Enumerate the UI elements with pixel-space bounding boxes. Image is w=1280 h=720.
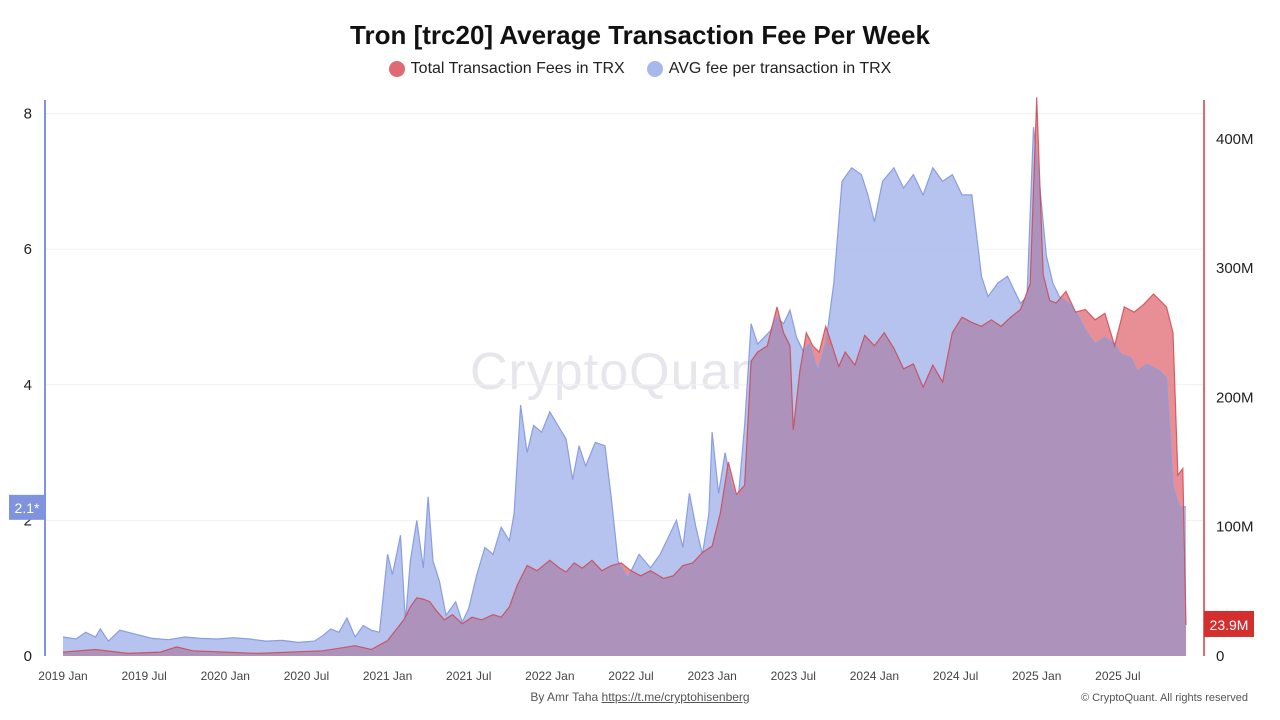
y-left-tick-label: 6 [24,241,32,258]
x-ticks: 2019 Jan 2019 Jul 2020 Jan 2020 Jul 2021 Jan… [38,669,1140,683]
y-left-tick-label: 0 [24,648,32,665]
footer-author: By Amr Taha [530,690,599,704]
chart-title: Tron [trc20] Average Transaction Fee Per… [350,20,930,50]
right-value-badge-bg [1204,610,1254,637]
avg-fee-line [62,127,1186,644]
right-value-badge-text: 23.9M [1210,617,1249,633]
copyright: © CryptoQuant. All rights reserved [1080,692,1248,704]
y-left-tick-label: 2 [24,512,32,529]
legend-item-total-fees[interactable]: Total Transaction Fees in TRX [388,60,625,78]
x-tick-label: 2022 Jan [525,669,574,683]
y-right-tick-label: 100M [1216,519,1254,536]
y-left-tick-label: 8 [24,106,32,123]
x-tick-label: 2022 Jul [608,669,653,683]
left-value-badge-text: 2.1* [15,500,40,516]
x-tick-label: 2024 Jan [850,669,899,683]
footer-attribution: By Amr Taha https://t.me/cryptohisenberg [0,690,1280,704]
left-value-badge: 2.1* [9,494,45,520]
x-tick-label: 2021 Jul [446,669,491,683]
y-right-tick-label: 0 [1216,648,1224,665]
left-value-badge-bg [9,494,45,520]
y-right-tick-label: 300M [1216,260,1254,277]
total-fees-line [62,97,1187,655]
x-tick-label: 2025 Jul [1095,669,1140,683]
legend-swatch-total-fees [388,61,405,77]
x-tick-label: 2019 Jan [38,669,87,683]
y-right-tick-label: 400M [1216,131,1254,148]
y-left-tick-label: 4 [24,377,32,394]
chart-legend: Total Transaction Fees in TRX AVG fee pe… [0,60,1280,78]
x-tick-label: 2020 Jul [284,669,329,683]
footer-link[interactable]: https://t.me/cryptohisenberg [601,690,750,704]
x-tick-label: 2020 Jan [201,669,250,683]
y-right-tick-label: 200M [1216,389,1254,406]
y-right-ticks: 0 100M 200M 300M 400M [1216,131,1254,665]
overlap-area [63,157,1186,656]
legend-label-total-fees: Total Transaction Fees in TRX [410,60,625,77]
x-tick-label: 2024 Jul [933,669,978,683]
right-value-badge: 23.9M [1204,610,1254,637]
x-tick-label: 2023 Jan [687,669,736,683]
legend-item-avg-fee[interactable]: AVG fee per transaction in TRX [646,60,892,78]
x-tick-label: 2023 Jul [771,669,816,683]
y-left-ticks: 0 2 4 6 8 [24,106,32,665]
watermark: CryptoQuant [470,343,776,401]
legend-label-avg-fee: AVG fee per transaction in TRX [668,60,892,77]
x-tick-label: 2019 Jul [121,669,166,683]
x-tick-label: 2025 Jan [1012,669,1061,683]
legend-swatch-avg-fee [646,61,663,77]
x-tick-label: 2021 Jan [363,669,412,683]
